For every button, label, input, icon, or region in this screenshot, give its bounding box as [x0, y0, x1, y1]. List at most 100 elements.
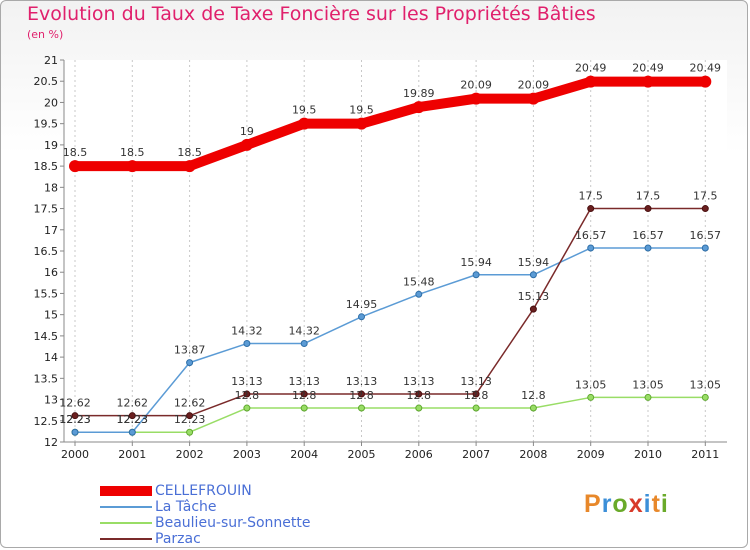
- brand-logo: Proxiti: [584, 490, 669, 519]
- x-tick-label: 2008: [519, 448, 547, 461]
- data-label: 13.13: [346, 375, 378, 388]
- y-tick-label: 20: [44, 96, 58, 109]
- data-label: 19.5: [349, 104, 374, 117]
- brand-letter: x: [628, 490, 644, 518]
- x-tick-label: 2007: [462, 448, 490, 461]
- data-point: [587, 393, 595, 401]
- y-tick-label: 19.5: [34, 118, 59, 131]
- data-label: 12.62: [117, 397, 149, 410]
- data-label: 17.5: [693, 190, 718, 203]
- data-label: 18.5: [120, 146, 145, 159]
- data-point: [243, 390, 251, 398]
- data-label: 13.05: [575, 378, 607, 391]
- y-tick-label: 19: [44, 139, 58, 152]
- legend-swatch: [100, 506, 152, 508]
- data-point: [358, 404, 365, 412]
- data-point: [529, 305, 537, 313]
- data-label: 13.05: [690, 378, 722, 391]
- y-tick-label: 14.5: [34, 330, 59, 343]
- data-point: [412, 101, 425, 114]
- data-point: [355, 117, 368, 130]
- data-point: [358, 390, 365, 398]
- data-point: [584, 75, 597, 88]
- y-tick-label: 18: [44, 181, 58, 194]
- chart-title: Evolution du Taux de Taxe Foncière sur l…: [27, 3, 596, 25]
- data-point: [472, 390, 480, 398]
- data-point: [186, 359, 194, 367]
- x-tick-label: 2009: [577, 448, 605, 461]
- data-label: 15.94: [460, 256, 492, 269]
- data-label: 12.8: [407, 389, 432, 402]
- data-point: [183, 160, 196, 173]
- brand-letter: i: [643, 490, 652, 518]
- data-label: 15.13: [518, 290, 550, 303]
- data-point: [472, 404, 480, 412]
- data-label: 16.57: [632, 229, 664, 242]
- data-label: 12.8: [349, 389, 374, 402]
- data-label: 13.13: [231, 375, 263, 388]
- data-label: 14.95: [346, 298, 378, 311]
- y-tick-label: 12.5: [34, 415, 59, 428]
- y-tick-label: 16.5: [34, 245, 59, 258]
- x-tick-label: 2005: [348, 448, 376, 461]
- data-label: 12.23: [117, 413, 149, 426]
- data-label: 12.8: [521, 389, 546, 402]
- x-tick-label: 2006: [405, 448, 433, 461]
- data-label: 12.8: [235, 389, 260, 402]
- series-line-cellefrouin: [70, 76, 711, 172]
- data-point: [644, 244, 652, 252]
- data-label: 19.89: [403, 87, 435, 100]
- data-point: [128, 412, 136, 420]
- data-label: 14.32: [231, 325, 263, 338]
- data-point: [128, 428, 136, 436]
- data-label: 16.57: [690, 229, 722, 242]
- data-point: [529, 271, 537, 279]
- y-tick-label: 20.5: [34, 75, 59, 88]
- y-tick-label: 14: [44, 351, 58, 364]
- data-point: [527, 92, 540, 105]
- data-label: 16.57: [575, 229, 607, 242]
- data-point: [243, 404, 251, 412]
- data-point: [415, 390, 423, 398]
- data-point: [300, 404, 308, 412]
- plot-area: [64, 60, 727, 442]
- data-label: 12.23: [59, 413, 91, 426]
- data-point: [300, 390, 308, 398]
- y-tick-label: 13: [44, 394, 58, 407]
- series-line-parzac: [74, 207, 707, 417]
- brand-letter: i: [660, 490, 669, 518]
- series-line-beaulieu-sur-sonnette: [74, 396, 707, 433]
- data-label: 15.94: [518, 256, 550, 269]
- data-label: 12.62: [59, 397, 91, 410]
- data-label: 12.23: [59, 413, 91, 426]
- data-point: [415, 404, 423, 412]
- y-tick-label: 15: [44, 309, 58, 322]
- data-point: [587, 244, 595, 252]
- series-line-la-t-che: [74, 247, 707, 433]
- data-point: [701, 393, 709, 401]
- y-tick-label: 15.5: [34, 287, 59, 300]
- y-axis-unit-label: (en %): [27, 28, 64, 41]
- data-point: [644, 393, 652, 401]
- data-label: 12.23: [174, 413, 206, 426]
- data-point: [472, 271, 480, 279]
- x-tick-label: 2003: [233, 448, 261, 461]
- data-label: 14.32: [288, 325, 320, 338]
- y-tick-label: 17: [44, 224, 58, 237]
- x-tick-label: 2002: [176, 448, 204, 461]
- y-tick-label: 21: [44, 54, 58, 67]
- data-label: 12.8: [292, 389, 317, 402]
- y-tick-label: 18.5: [34, 160, 59, 173]
- y-tick-label: 17.5: [34, 203, 59, 216]
- data-label: 13.13: [288, 375, 320, 388]
- data-label: 17.5: [578, 190, 603, 203]
- data-label: 20.09: [518, 79, 550, 92]
- data-point: [699, 75, 712, 88]
- data-point: [243, 340, 251, 348]
- data-label: 19: [240, 125, 254, 138]
- data-point: [71, 428, 79, 436]
- data-label: 20.49: [690, 62, 722, 75]
- x-tick-label: 2011: [691, 448, 719, 461]
- data-point: [701, 244, 709, 252]
